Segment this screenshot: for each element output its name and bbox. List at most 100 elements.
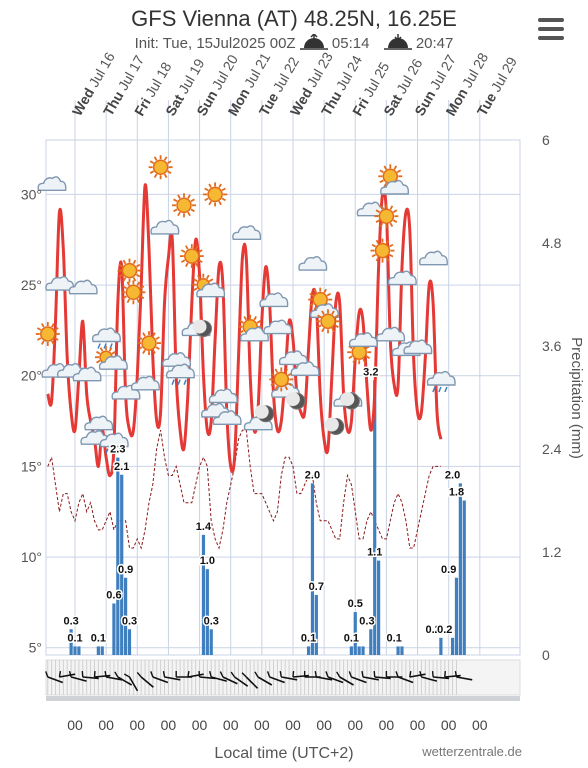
wind-barb-feather: [136, 671, 142, 678]
wind-barb-feather: [241, 672, 247, 678]
hour-tick-label: 00: [129, 717, 145, 733]
hour-tick-label: 00: [285, 717, 301, 733]
wind-barb-feather: [219, 671, 224, 678]
wind-barb: [444, 674, 461, 678]
wind-barb: [269, 676, 285, 684]
precip-bar: [439, 637, 443, 655]
precip-bar: [209, 629, 213, 655]
sun-icon: [121, 280, 146, 305]
y-tick-label-right: 1.2: [542, 544, 562, 560]
precip-value-label: 1.1: [367, 547, 382, 559]
wind-barb: [316, 676, 333, 681]
hour-tick-label: 00: [441, 717, 457, 733]
cloud-icon: [208, 388, 238, 404]
precip-value-label: 0.3: [359, 615, 374, 627]
precip-bar: [201, 534, 206, 655]
y-tick-label-right: 3.6: [542, 338, 562, 354]
moon-icon: [285, 392, 306, 410]
wind-barb: [47, 676, 64, 684]
sunset-time: 20:47: [415, 35, 454, 52]
wind-barb: [152, 676, 169, 684]
wind-barb: [59, 673, 76, 678]
cloud-icon: [278, 350, 308, 366]
cloud-icon: [376, 326, 406, 342]
precip-value-label: 0.5: [348, 598, 363, 610]
wind-barb: [117, 676, 133, 686]
cloud-icon: [298, 255, 328, 271]
y-tick-label-left: 20°: [21, 368, 42, 384]
wind-barb-feather: [123, 673, 130, 678]
precip-value-label: 2.1: [114, 461, 129, 473]
precip-value-label: 0.6: [106, 590, 121, 602]
precip-bar: [396, 646, 400, 655]
hour-tick-label: 00: [410, 717, 426, 733]
y-tick-label-right: 0: [542, 647, 550, 663]
cloud-icon: [403, 339, 433, 355]
wind-barb-feather: [444, 670, 447, 678]
precip-bar: [127, 629, 132, 655]
cloud-icon: [259, 292, 289, 308]
rain-icon: [99, 432, 129, 454]
precip-bar: [450, 637, 455, 655]
chart-title: GFS Vienna (AT) 48.25N, 16.25E: [131, 6, 457, 31]
hour-tick-label: 00: [223, 717, 239, 733]
precip-bar: [310, 483, 315, 655]
precip-bar: [377, 560, 381, 655]
precip-bar: [454, 577, 459, 655]
wind-barb-feather: [361, 670, 364, 678]
y-tick-label-left: 5°: [29, 640, 42, 656]
wind-barb: [222, 676, 238, 685]
hour-tick-label: 00: [379, 717, 395, 733]
hour-tick-label: 00: [67, 717, 83, 733]
precip-value-label: 0.1: [67, 632, 82, 644]
precip-bar: [73, 646, 77, 655]
y-tick-label-right: 2.4: [542, 441, 562, 457]
wind-barb-feather: [336, 671, 341, 678]
precip-value-label: 0.7: [309, 581, 324, 593]
precip-value-label: 0.9: [118, 564, 133, 576]
sun-icon: [374, 204, 399, 229]
wind-barb: [456, 676, 473, 681]
precip-bar: [373, 380, 377, 655]
y-tick-label-left: 15°: [21, 458, 42, 474]
sunrise-time: 05:14: [331, 35, 370, 52]
sun-icon: [179, 244, 204, 269]
cloud-icon: [68, 279, 98, 295]
cloud-icon: [150, 219, 180, 235]
wind-barb: [397, 676, 414, 684]
wind-barb: [187, 673, 204, 678]
cloud-icon: [72, 366, 102, 382]
wind-barb: [374, 676, 391, 680]
wind-barb-feather: [93, 670, 96, 678]
precip-value-label: 1.8: [449, 487, 464, 499]
wind-barb-feather: [58, 670, 62, 678]
wind-barb-feather: [431, 670, 434, 678]
wind-barb: [351, 676, 367, 684]
wind-barb-feather: [348, 671, 353, 678]
moon-icon: [340, 392, 360, 410]
wind-barb-feather: [254, 671, 259, 678]
sun-icon: [316, 309, 340, 334]
cloud-icon: [162, 352, 192, 367]
precip-value-label: 2.0: [445, 469, 460, 481]
wind-barb: [164, 676, 181, 681]
precip-value-label: 3.2: [363, 366, 378, 378]
menu-icon[interactable]: [538, 18, 564, 40]
precip-bar: [205, 569, 209, 655]
wind-barb-feather: [325, 671, 329, 678]
precip-value-label: 0.3: [204, 615, 219, 627]
precip-value-label: 2.3: [110, 444, 125, 456]
wind-barb: [292, 674, 309, 678]
hour-tick-label: 00: [472, 717, 488, 733]
sun-icon: [35, 322, 60, 346]
wind-barb-feather: [187, 670, 190, 678]
hour-tick-label: 00: [347, 717, 363, 733]
wind-barb-feather: [314, 670, 318, 678]
hour-tick-label: 00: [254, 717, 270, 733]
wind-barb: [234, 676, 249, 687]
precip-bar: [116, 457, 120, 655]
cloud-icon: [130, 375, 160, 391]
wind-barb: [433, 676, 450, 680]
chart-subtitle: Init: Tue, 15Jul2025 00Z 05:14 20:47: [0, 34, 588, 52]
